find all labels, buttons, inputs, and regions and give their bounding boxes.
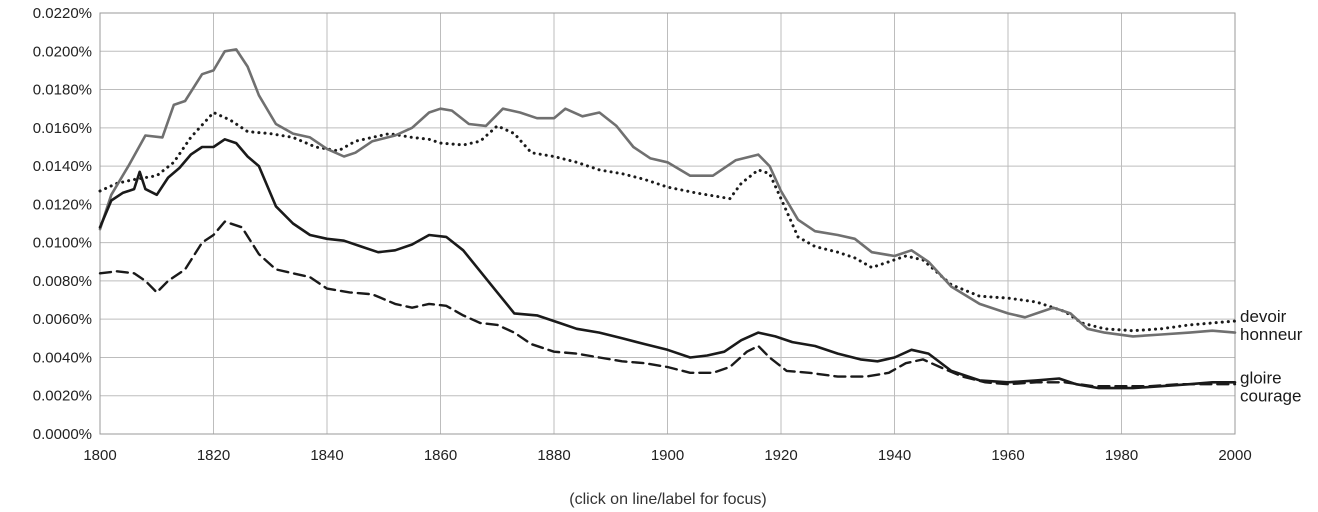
series-layer bbox=[98, 48, 1237, 390]
series-line-courage[interactable] bbox=[98, 220, 1237, 388]
x-tick-label: 1820 bbox=[197, 447, 230, 464]
y-tick-label: 0.0140% bbox=[33, 158, 92, 175]
series-line-honneur[interactable] bbox=[98, 48, 1237, 338]
series-label-gloire[interactable]: gloire bbox=[1240, 368, 1282, 387]
series-label-honneur[interactable]: honneur bbox=[1240, 325, 1303, 344]
series-label-devoir[interactable]: devoir bbox=[1240, 307, 1287, 326]
x-tick-label: 1840 bbox=[310, 447, 343, 464]
y-tick-label: 0.0180% bbox=[33, 82, 92, 99]
y-tick-label: 0.0060% bbox=[33, 311, 92, 328]
series-line-gloire[interactable] bbox=[98, 138, 1237, 390]
x-tick-label: 1860 bbox=[424, 447, 457, 464]
series-line-devoir[interactable] bbox=[98, 111, 1237, 333]
y-tick-label: 0.0000% bbox=[33, 426, 92, 443]
x-tick-label: 1880 bbox=[537, 447, 570, 464]
series-label-courage[interactable]: courage bbox=[1240, 386, 1301, 405]
y-tick-label: 0.0120% bbox=[33, 196, 92, 213]
axis-layer: 0.0000% 0.0020% 0.0040% 0.0060% 0.0080% 0.010… bbox=[33, 5, 1252, 464]
x-tick-label: 1960 bbox=[991, 447, 1024, 464]
y-tick-label: 0.0220% bbox=[33, 5, 92, 22]
y-tick-label: 0.0040% bbox=[33, 349, 92, 366]
y-tick-label: 0.0200% bbox=[33, 43, 92, 60]
x-tick-label: 2000 bbox=[1218, 447, 1251, 464]
x-tick-label: 1940 bbox=[878, 447, 911, 464]
chart-annotation: (click on line/label for focus) bbox=[569, 491, 766, 508]
plot-frame bbox=[99, 12, 1236, 435]
y-tick-label: 0.0080% bbox=[33, 273, 92, 290]
grid-layer bbox=[99, 12, 1236, 435]
x-tick-label: 1800 bbox=[83, 447, 116, 464]
x-tick-label: 1980 bbox=[1105, 447, 1138, 464]
x-tick-label: 1920 bbox=[764, 447, 797, 464]
y-tick-label: 0.0020% bbox=[33, 388, 92, 405]
y-tick-label: 0.0160% bbox=[33, 120, 92, 137]
y-tick-label: 0.0100% bbox=[33, 235, 92, 252]
x-tick-label: 1900 bbox=[651, 447, 684, 464]
